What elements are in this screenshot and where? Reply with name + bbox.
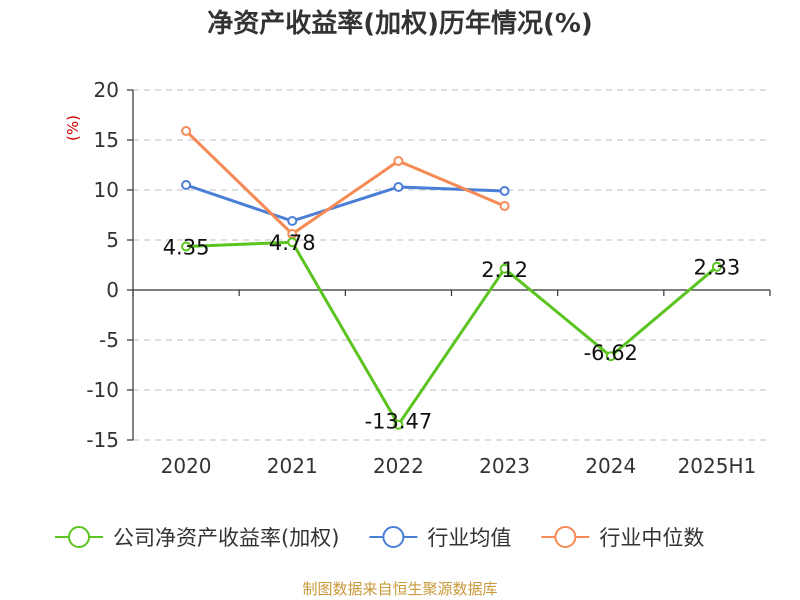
y-tick-label: 10	[94, 178, 119, 202]
x-tick-label: 2020	[161, 454, 212, 478]
legend-label: 行业中位数	[599, 526, 704, 550]
legend-label: 公司净资产收益率(加权)	[113, 526, 339, 550]
series-line	[185, 129, 506, 236]
data-label: 2.12	[481, 258, 528, 282]
legend-item[interactable]: 行业均值	[369, 526, 511, 550]
data-label: 4.78	[269, 231, 316, 255]
gridlines	[133, 89, 770, 441]
data-point	[287, 237, 298, 248]
legend-item[interactable]: 公司净资产收益率(加权)	[55, 526, 339, 550]
data-point	[181, 180, 192, 190]
x-tick-label: 2022	[373, 454, 424, 478]
data-point	[711, 261, 722, 272]
x-tick-label: 2025H1	[678, 454, 757, 478]
data-point	[499, 186, 510, 196]
y-tick-label: 5	[106, 228, 119, 252]
data-point	[181, 241, 192, 252]
legend: 公司净资产收益率(加权) 行业均值 行业中位数	[55, 526, 704, 550]
data-label: -13.47	[365, 410, 433, 434]
series-line	[185, 183, 505, 223]
data-point	[393, 419, 404, 430]
series-line	[186, 240, 718, 427]
y-tick-label: 0	[106, 278, 119, 302]
y-tick-label: 15	[94, 128, 119, 152]
y-axis-unit: (%)	[64, 115, 82, 141]
y-tick-label: -5	[99, 328, 119, 352]
data-point	[499, 263, 510, 274]
data-point	[605, 351, 616, 362]
data-point	[181, 126, 192, 136]
source-note: 制图数据来自恒生聚源数据库	[302, 580, 497, 598]
x-tick-label: 2021	[267, 454, 318, 478]
chart-title: 净资产收益率(加权)历年情况(%)	[207, 8, 593, 39]
data-point	[287, 216, 298, 226]
legend-marker	[68, 526, 90, 548]
data-point	[393, 182, 404, 192]
y-tick-label: -10	[86, 378, 119, 402]
legend-marker	[554, 526, 577, 548]
data-point	[393, 156, 404, 166]
data-label: 4.35	[163, 236, 210, 260]
data-point	[499, 201, 510, 211]
data-label: -6.62	[584, 341, 638, 365]
y-tick-label: 20	[94, 78, 119, 102]
legend-label: 行业均值	[427, 526, 511, 550]
y-tick-label: -15	[86, 428, 119, 452]
legend-marker	[382, 526, 405, 548]
data-labels: 4.35 4.78 -13.47 2.12 -6.62 2.33	[163, 231, 741, 434]
data-label: 2.33	[694, 256, 741, 280]
x-tick-label: 2024	[585, 454, 636, 478]
legend-item[interactable]: 行业中位数	[541, 526, 704, 550]
x-tick-label: 2023	[479, 454, 530, 478]
series-group	[181, 126, 722, 430]
